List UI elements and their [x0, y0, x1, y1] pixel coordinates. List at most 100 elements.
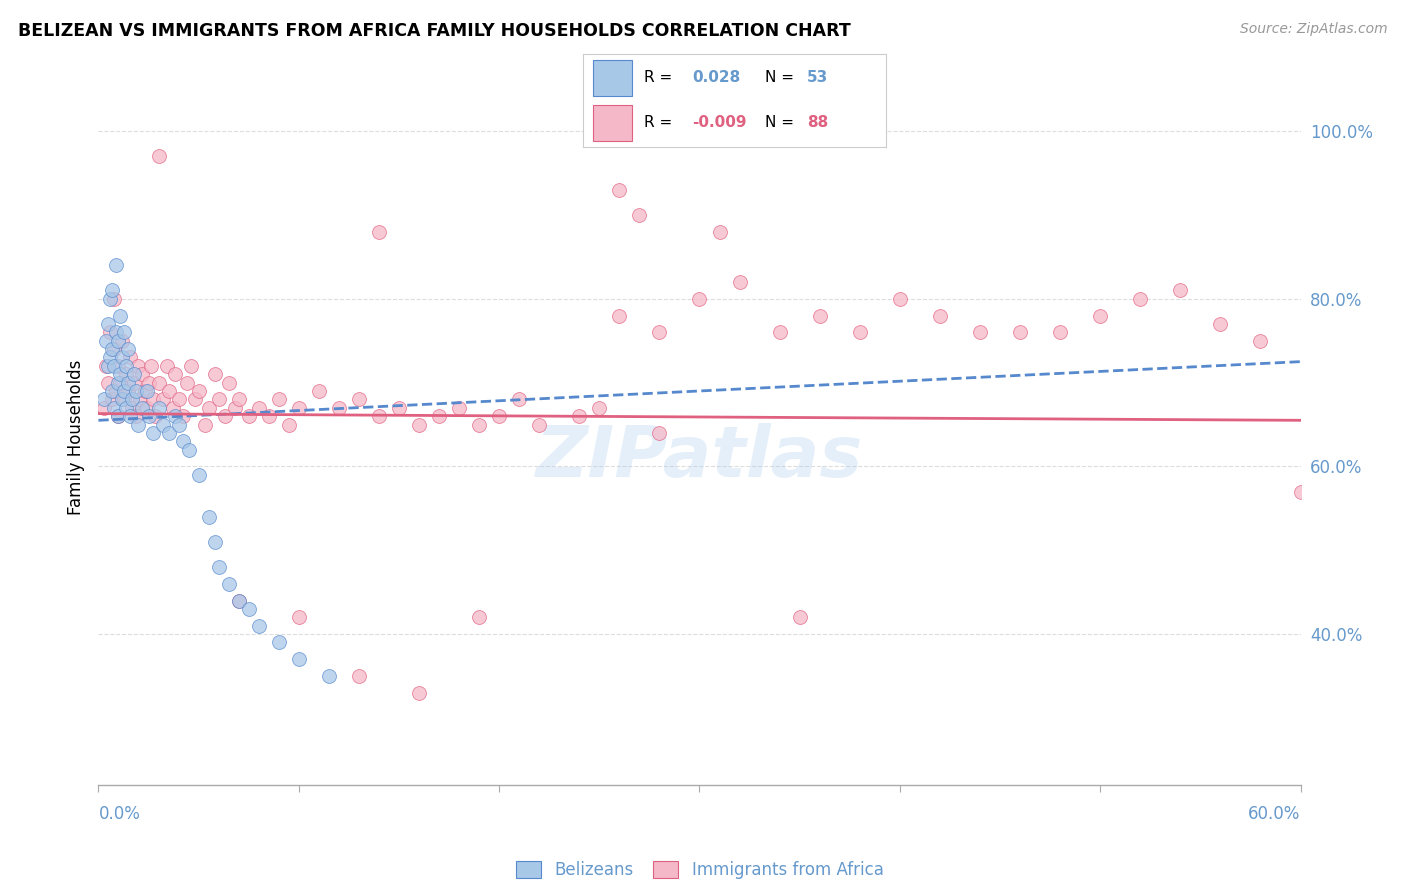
Point: [138, 376, 160, 390]
Point: [1129, 292, 1152, 306]
Point: [177, 442, 200, 457]
Point: [101, 392, 124, 407]
Point: [709, 225, 731, 239]
Text: 53: 53: [807, 70, 828, 86]
Point: [135, 401, 157, 415]
Point: [176, 376, 198, 390]
Point: [257, 409, 280, 424]
Point: [124, 368, 146, 382]
Point: [129, 392, 152, 407]
Point: [688, 292, 710, 306]
Point: [121, 401, 143, 415]
Text: N =: N =: [765, 115, 794, 130]
Point: [107, 359, 129, 373]
Point: [128, 359, 150, 373]
Point: [141, 392, 163, 407]
Point: [529, 417, 551, 432]
Point: [288, 401, 311, 415]
Point: [134, 384, 156, 398]
Point: [267, 635, 290, 649]
Point: [187, 384, 209, 398]
Point: [468, 610, 491, 624]
Point: [609, 309, 631, 323]
Point: [1209, 317, 1232, 331]
Point: [115, 368, 138, 382]
Text: 0.0%: 0.0%: [98, 805, 141, 822]
Point: [96, 359, 118, 373]
Point: [101, 342, 124, 356]
Point: [1289, 484, 1312, 499]
Point: [288, 610, 311, 624]
Point: [93, 392, 115, 407]
Point: [648, 326, 671, 340]
Point: [1250, 334, 1272, 348]
Legend: Belizeans, Immigrants from Africa: Belizeans, Immigrants from Africa: [510, 856, 889, 885]
Point: [162, 401, 184, 415]
Point: [115, 359, 138, 373]
Y-axis label: Family Households: Family Households: [66, 359, 84, 515]
Point: [238, 602, 260, 616]
Point: [368, 225, 391, 239]
Point: [111, 392, 134, 407]
Point: [427, 409, 450, 424]
Point: [135, 384, 157, 398]
Point: [648, 425, 671, 440]
Point: [204, 534, 226, 549]
Point: [628, 208, 651, 222]
Point: [148, 376, 170, 390]
Point: [228, 593, 250, 607]
Point: [849, 326, 872, 340]
Point: [163, 368, 186, 382]
Point: [125, 384, 148, 398]
Point: [408, 417, 430, 432]
Text: R =: R =: [644, 70, 672, 86]
Point: [218, 576, 240, 591]
Bar: [592, 105, 631, 141]
Point: [152, 417, 174, 432]
Point: [172, 409, 194, 424]
Point: [120, 351, 142, 365]
Point: [588, 401, 610, 415]
Point: [889, 292, 911, 306]
Point: [115, 401, 138, 415]
Point: [101, 284, 124, 298]
Point: [114, 384, 136, 398]
Text: 60.0%: 60.0%: [1249, 805, 1301, 822]
Point: [267, 392, 290, 407]
Point: [172, 434, 194, 449]
Point: [1049, 326, 1071, 340]
Point: [197, 401, 219, 415]
Point: [131, 401, 153, 415]
Point: [107, 334, 129, 348]
Point: [609, 183, 631, 197]
Point: [194, 417, 217, 432]
Point: [103, 401, 125, 415]
Point: [97, 376, 120, 390]
Point: [148, 149, 170, 163]
Point: [204, 368, 226, 382]
Point: [103, 292, 125, 306]
Point: [157, 384, 180, 398]
Point: [138, 409, 160, 424]
Point: [789, 610, 811, 624]
Text: BELIZEAN VS IMMIGRANTS FROM AFRICA FAMILY HOUSEHOLDS CORRELATION CHART: BELIZEAN VS IMMIGRANTS FROM AFRICA FAMIL…: [18, 22, 851, 40]
Point: [197, 509, 219, 524]
Point: [107, 409, 129, 424]
Point: [468, 417, 491, 432]
Point: [163, 409, 186, 424]
Text: -0.009: -0.009: [692, 115, 747, 130]
Point: [117, 342, 139, 356]
Point: [228, 392, 250, 407]
Point: [107, 409, 129, 424]
Point: [277, 417, 299, 432]
Point: [224, 401, 246, 415]
Point: [152, 392, 174, 407]
Point: [929, 309, 952, 323]
Text: ZIPatlas: ZIPatlas: [536, 424, 863, 492]
Point: [111, 334, 134, 348]
Point: [100, 292, 122, 306]
Point: [508, 392, 530, 407]
Text: 88: 88: [807, 115, 828, 130]
Point: [167, 417, 190, 432]
Point: [100, 351, 122, 365]
